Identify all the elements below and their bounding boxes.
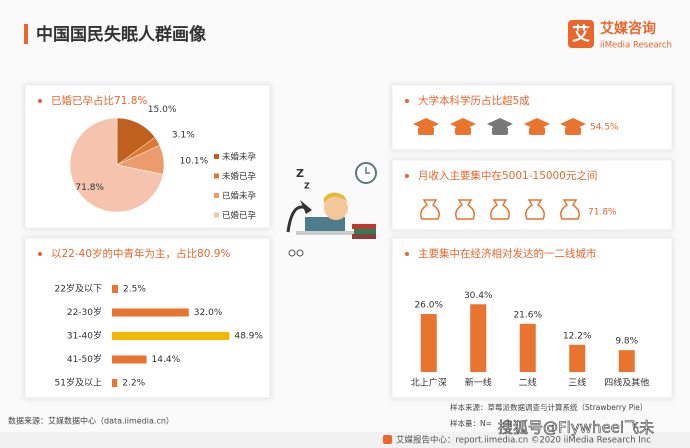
- data-label: 32.0%: [194, 308, 223, 318]
- panel-title: 月收入主要集中在5001-15000元之间: [418, 169, 597, 182]
- logo-box: [568, 20, 594, 48]
- bullet: [38, 252, 42, 256]
- bar: [470, 304, 487, 372]
- source-note: 数据来源：艾媒数据中心（data.iimedia.cn）: [8, 416, 174, 426]
- logo-mark: 艾: [572, 23, 590, 45]
- bar: [618, 350, 635, 372]
- sample-size: 样本量：N=: [450, 418, 492, 428]
- brand: 艾媒咨询: [600, 20, 656, 37]
- legend-swatch: [214, 173, 219, 179]
- x-tick-label: 四线及其他: [604, 377, 649, 389]
- data-label: 48.9%: [234, 332, 263, 342]
- bullet: [405, 174, 409, 178]
- data-label: 3.1%: [172, 131, 195, 141]
- stat-label: 54.5%: [590, 123, 619, 133]
- footer-bar: [0, 432, 690, 448]
- panel: [24, 237, 271, 399]
- report-link: 艾媒报告中心：report.iimedia.cn ©2020 iiMedia R…: [396, 435, 651, 446]
- title-accent: [24, 24, 28, 44]
- data-label: 9.8%: [615, 337, 638, 347]
- y-tick-label: 22岁及以下: [55, 283, 102, 295]
- bar: [112, 285, 118, 293]
- bar: [112, 308, 189, 317]
- pie-slice: [69, 117, 164, 213]
- data-label: 26.0%: [414, 301, 443, 311]
- data-label: 10.1%: [180, 157, 209, 167]
- legend-swatch: [214, 212, 219, 218]
- data-label: 2.5%: [123, 285, 146, 295]
- panel-title: 主要集中在经济相对发达的一二线城市: [418, 247, 597, 260]
- graduation-icons: [413, 118, 586, 135]
- y-tick-label: 51岁及以上: [55, 377, 102, 389]
- bar: [112, 379, 118, 387]
- x-tick-label: 二线: [519, 377, 537, 389]
- data-label: 2.2%: [122, 379, 145, 389]
- watermark: 搜狐号@Flywheel飞未: [498, 419, 654, 437]
- money-bag-icons: [420, 199, 580, 220]
- svg-text:Z: Z: [304, 182, 310, 191]
- x-tick-label: 北上广深: [411, 377, 447, 389]
- data-label: 14.4%: [152, 355, 181, 365]
- brand-en: iiMedia Research: [600, 41, 672, 51]
- data-label: 15.0%: [148, 105, 177, 115]
- legend-swatch: [214, 193, 219, 198]
- data-label: 21.6%: [513, 310, 542, 320]
- x-tick-label: 新一线: [465, 377, 492, 389]
- bar: [569, 344, 586, 372]
- bar: [112, 355, 147, 364]
- panel-title: 已婚已孕占比71.8%: [51, 94, 147, 107]
- bullet: [38, 99, 42, 103]
- sleeping-illustration: Z Z: [286, 162, 377, 257]
- panel: [391, 84, 673, 151]
- data-label: 12.2%: [563, 331, 592, 341]
- legend-label: 已婚已孕: [222, 210, 257, 221]
- footer-icon: [383, 435, 392, 444]
- y-tick-label: 31-40岁: [67, 330, 102, 342]
- page-title: 中国国民失眠人群画像: [36, 24, 207, 45]
- bullet: [405, 252, 409, 256]
- stat-label: 71.8%: [588, 208, 617, 218]
- y-tick-label: 41-50岁: [67, 353, 102, 365]
- panel-title: 以22-40岁的中青年为主，占比80.9%: [51, 247, 230, 260]
- x-tick-label: 三线: [568, 377, 586, 389]
- legend-label: 已婚未孕: [222, 191, 257, 202]
- panel-title: 大学本科学历占比超5成: [418, 94, 530, 107]
- legend-label: 未婚未孕: [222, 152, 257, 163]
- bar: [420, 314, 437, 372]
- bar: [112, 332, 230, 340]
- data-label: 71.8%: [75, 183, 104, 193]
- sample-source: 样本来源：草莓派数据调查与计算系统（Strawberry Pie）: [450, 402, 647, 412]
- legend-label: 未婚已孕: [222, 171, 257, 182]
- bar: [519, 323, 536, 372]
- svg-text:Z: Z: [296, 167, 304, 180]
- legend-swatch: [214, 154, 219, 159]
- bullet: [405, 99, 409, 103]
- data-label: 30.4%: [464, 291, 493, 301]
- y-tick-label: 22-30岁: [67, 306, 102, 318]
